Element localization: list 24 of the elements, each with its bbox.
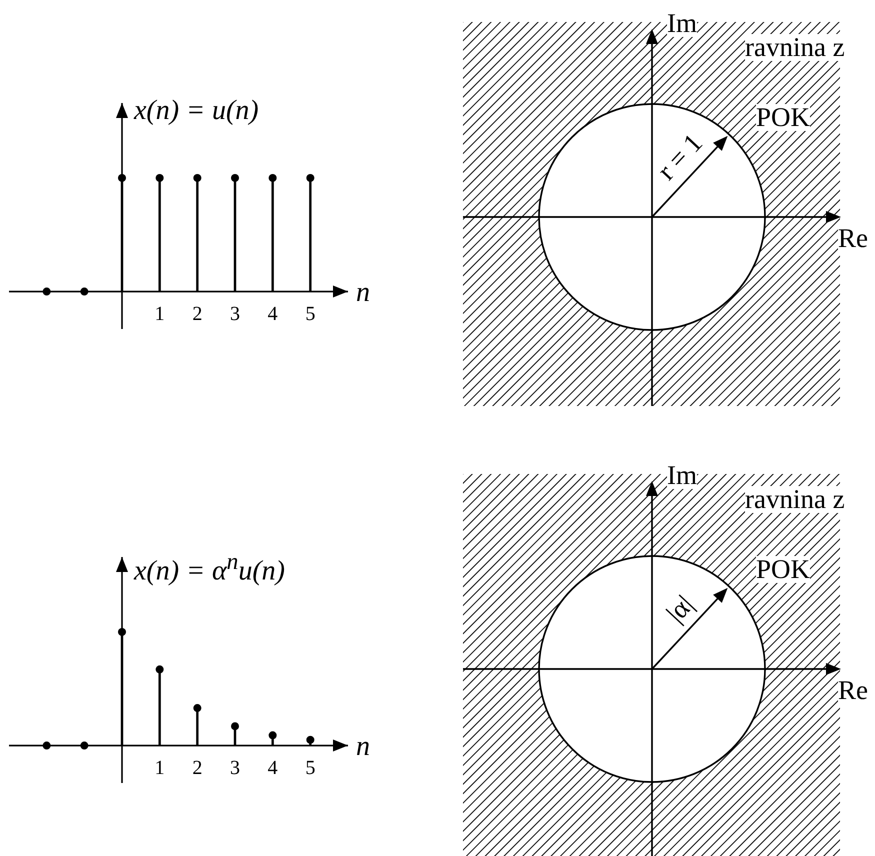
text: Re [838, 223, 868, 253]
x-tick-label: 2 [192, 756, 202, 779]
text: |α| [660, 589, 700, 628]
x-tick-label: 3 [230, 302, 240, 325]
x-axis-title: n [356, 277, 370, 308]
y-axis-title: x(n) = u(n) [134, 95, 259, 126]
x-tick-label: 2 [192, 302, 202, 325]
x-tick-label: 3 [230, 756, 240, 779]
text: Im [667, 460, 697, 490]
text: POK [756, 102, 810, 132]
x-tick-label: 4 [268, 302, 278, 325]
text: Re [838, 675, 868, 705]
text: ravnina z [745, 32, 845, 62]
x-tick-label: 4 [268, 756, 278, 779]
text: ravnina z [745, 484, 845, 514]
x-tick-label: 5 [305, 302, 316, 325]
x-axis-title: n [356, 731, 370, 762]
x-tick-label: 5 [305, 756, 316, 779]
text: r = 1 [651, 128, 708, 186]
x-tick-label: 1 [154, 756, 165, 779]
x-tick-label: 1 [154, 302, 165, 325]
text: POK [756, 554, 810, 584]
y-axis-title: x(n) = α$^{n}$u(n) [134, 549, 285, 586]
text: Im [667, 8, 697, 38]
